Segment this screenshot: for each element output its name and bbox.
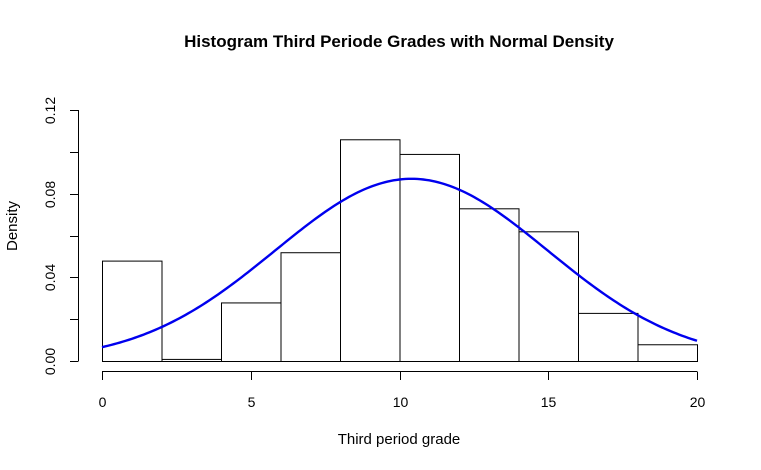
x-tick-label: 15: [541, 394, 557, 410]
histogram-bar-9: [637, 344, 698, 362]
x-tick-label: 5: [248, 394, 256, 410]
histogram-bar-7: [518, 231, 579, 362]
x-tick-label: 10: [393, 394, 409, 410]
x-tick-label: 20: [690, 394, 706, 410]
x-tick-label: 0: [99, 394, 107, 410]
y-tick-label: 0.00: [42, 348, 58, 375]
x-axis-title: Third period grade: [338, 431, 461, 448]
histogram-bar-6: [459, 208, 520, 362]
histogram-bar-1: [161, 358, 222, 362]
histogram-bar-4: [340, 139, 401, 362]
histogram-bar-8: [578, 312, 639, 362]
x-axis: 0 5 10 15 20: [99, 371, 706, 410]
chart-title: Histogram Third Periode Grades with Norm…: [184, 32, 614, 51]
y-axis-title: Density: [4, 200, 21, 251]
y-tick-label: 0.08: [42, 181, 58, 208]
histogram-bar-0: [102, 260, 163, 363]
y-tick-label: 0.04: [42, 264, 58, 291]
histogram-bar-3: [280, 252, 341, 363]
histogram-bars: [102, 139, 698, 363]
histogram-bar-2: [221, 302, 282, 362]
y-tick-label: 0.12: [42, 97, 58, 124]
normal-density-curve: [101, 177, 698, 349]
y-axis: 0.00 0.04 0.08 0.12: [42, 97, 79, 375]
